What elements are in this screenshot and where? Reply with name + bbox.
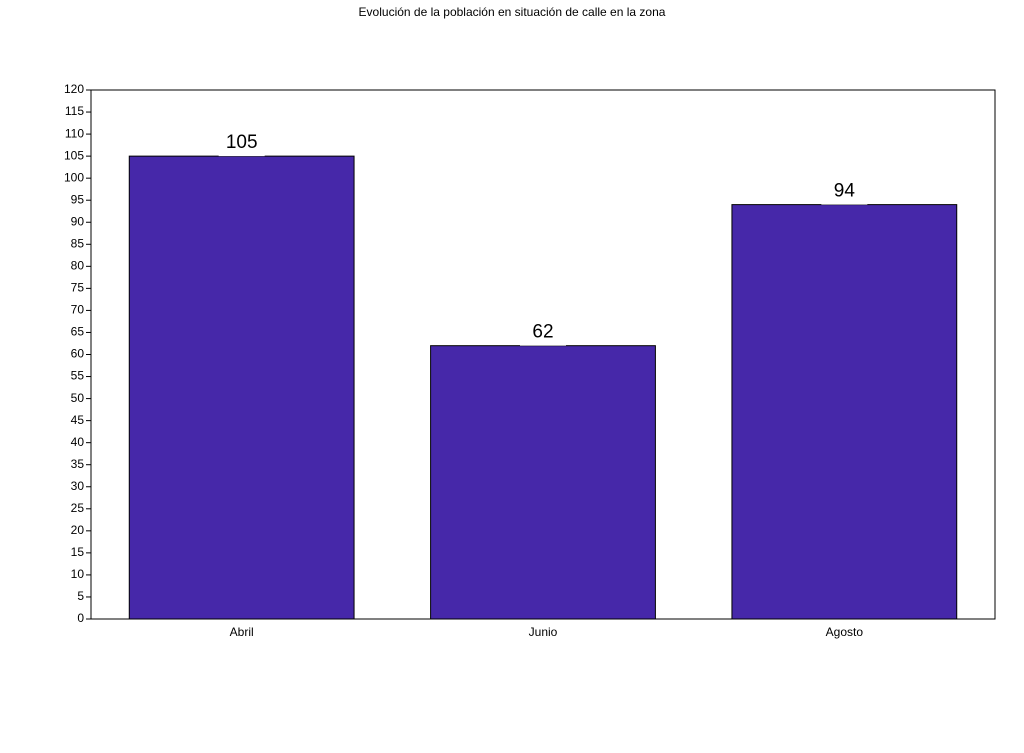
value-label: 105 (226, 132, 258, 153)
y-tick-label: 40 (71, 435, 85, 449)
y-tick-label: 35 (71, 457, 85, 471)
value-label: 62 (532, 322, 553, 343)
chart-title: Evolución de la población en situación d… (359, 5, 666, 19)
y-tick-label: 45 (71, 413, 85, 427)
y-tick-label: 55 (71, 369, 85, 383)
y-tick-label: 85 (71, 236, 85, 250)
y-tick-label: 60 (71, 347, 85, 361)
bar (430, 345, 656, 620)
y-tick-label: 15 (71, 545, 85, 559)
value-label-bg (218, 132, 265, 157)
x-tick-label: Junio (529, 625, 558, 639)
y-tick-label: 0 (77, 611, 84, 625)
y-tick-label: 65 (71, 325, 85, 339)
value-label-bg (821, 180, 868, 205)
y-tick-label: 100 (64, 170, 84, 184)
y-tick-label: 10 (71, 567, 85, 581)
y-tick-label: 75 (71, 281, 85, 295)
value-label: 94 (834, 181, 856, 202)
value-label-bg (520, 321, 566, 346)
bar (128, 155, 355, 620)
y-tick-label: 110 (65, 126, 84, 140)
y-tick-label: 5 (77, 589, 84, 603)
y-tick-label: 95 (71, 192, 85, 206)
x-tick-label: Abril (230, 625, 254, 639)
y-tick-label: 50 (71, 391, 85, 405)
y-tick-label: 25 (71, 501, 85, 515)
bar (731, 204, 958, 620)
y-tick-label: 115 (65, 104, 84, 118)
y-tick-label: 120 (64, 82, 84, 96)
y-tick-label: 20 (71, 523, 85, 537)
y-tick-label: 105 (64, 148, 84, 162)
y-tick-label: 70 (71, 303, 85, 317)
y-tick-label: 80 (71, 259, 85, 273)
x-tick-label: Agosto (826, 625, 864, 639)
y-tick-label: 90 (71, 214, 85, 228)
y-tick-label: 30 (71, 479, 85, 493)
